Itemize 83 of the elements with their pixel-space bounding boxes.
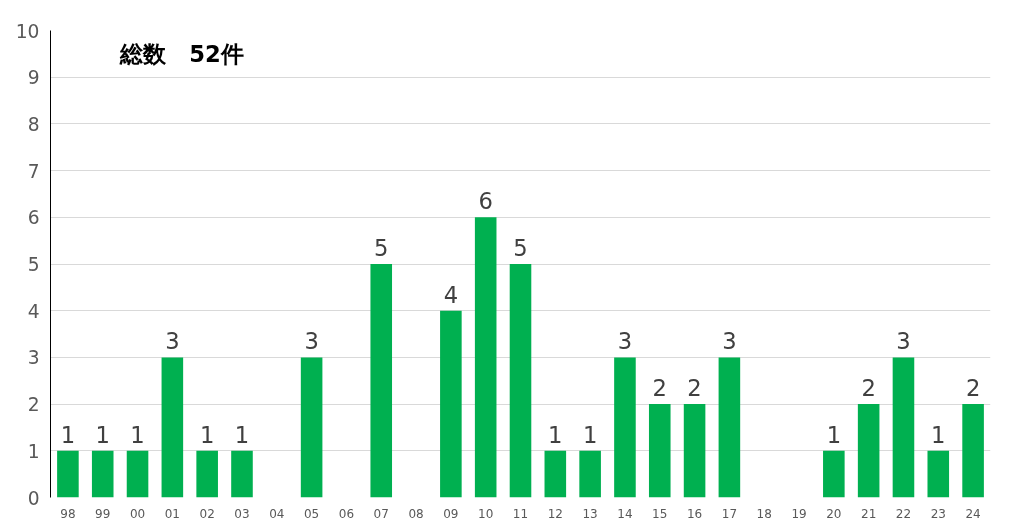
y-tick-label: 1 <box>27 440 40 462</box>
bar <box>648 404 671 498</box>
data-label: 1 <box>234 421 250 448</box>
data-label: 2 <box>687 375 702 402</box>
data-label: 5 <box>374 235 389 261</box>
data-label: 1 <box>826 421 842 448</box>
data-label: 2 <box>652 375 667 402</box>
data-label: 4 <box>443 281 459 308</box>
x-tick-label: 08 <box>408 506 424 521</box>
x-tick-label: 20 <box>826 506 842 521</box>
bar <box>823 450 845 498</box>
x-tick-label: 23 <box>930 506 946 521</box>
bar <box>544 450 567 498</box>
data-label: 1 <box>548 421 563 448</box>
bar <box>231 450 253 498</box>
bar <box>196 450 218 498</box>
bar <box>962 404 984 498</box>
data-label: 1 <box>582 421 598 448</box>
x-tick-label: 24 <box>965 506 981 521</box>
x-tick-label: 05 <box>303 506 320 521</box>
bar <box>474 217 497 498</box>
data-label: 1 <box>130 421 145 448</box>
bar <box>927 450 950 498</box>
bar <box>370 264 393 498</box>
data-label: 5 <box>513 235 528 261</box>
data-label: 3 <box>165 328 180 355</box>
bar <box>126 450 149 498</box>
x-tick-label: 19 <box>791 506 807 521</box>
y-tick-label: 2 <box>27 394 40 416</box>
text: 総数 52件 <box>119 40 244 67</box>
x-tick-label: 14 <box>617 506 633 521</box>
y-tick-label: 7 <box>27 160 40 182</box>
x-tick-label: 09 <box>443 506 459 521</box>
bar <box>892 357 915 498</box>
x-tick-label: 98 <box>60 506 76 521</box>
x-tick-label: 99 <box>95 506 111 521</box>
bar <box>614 357 636 498</box>
x-tick-label: 11 <box>512 506 529 521</box>
y-tick-label: 4 <box>27 300 40 322</box>
x-tick-label: 06 <box>338 506 355 521</box>
y-tick-label: 9 <box>27 67 40 89</box>
x-tick-label: 12 <box>547 506 563 521</box>
x-tick-label: 16 <box>686 506 703 521</box>
y-tick-label: 3 <box>27 347 40 369</box>
bar <box>440 310 462 498</box>
data-label: 6 <box>478 188 493 215</box>
x-tick-label: 02 <box>199 506 215 521</box>
x-tick-label: 22 <box>895 506 912 521</box>
y-tick-label: 0 <box>27 487 40 509</box>
x-tick-label: 00 <box>129 506 146 521</box>
data-label: 1 <box>60 421 76 448</box>
bar <box>161 357 184 498</box>
x-tick-label: 13 <box>582 506 598 521</box>
data-label: 2 <box>965 375 981 402</box>
bar <box>300 357 323 498</box>
bar <box>579 450 601 498</box>
data-label: 2 <box>861 375 876 402</box>
x-tick-label: 10 <box>478 506 494 521</box>
y-tick-label: 8 <box>27 113 40 135</box>
x-tick-label: 18 <box>756 506 772 521</box>
bar <box>683 404 706 498</box>
y-tick-label: 5 <box>27 254 40 275</box>
x-tick-label: 17 <box>721 506 738 521</box>
bar <box>509 264 532 498</box>
x-tick-label: 21 <box>861 506 877 521</box>
bar <box>857 404 880 498</box>
x-tick-label: 04 <box>269 506 285 521</box>
x-tick-label: 15 <box>652 506 668 521</box>
x-tick-label: 01 <box>164 506 180 521</box>
bar <box>91 450 114 498</box>
x-tick-label: 07 <box>373 506 389 521</box>
data-label: 3 <box>722 328 737 355</box>
y-tick-label: 10 <box>15 20 40 42</box>
bar <box>57 450 79 498</box>
data-label: 3 <box>896 328 911 355</box>
data-label: 3 <box>617 328 633 355</box>
x-tick-label: 03 <box>234 506 250 521</box>
y-tick-label: 6 <box>27 207 40 229</box>
bar <box>718 357 741 498</box>
data-label: 1 <box>931 421 946 448</box>
data-label: 1 <box>199 421 215 448</box>
data-label: 3 <box>304 328 319 355</box>
data-label: 1 <box>95 421 110 448</box>
